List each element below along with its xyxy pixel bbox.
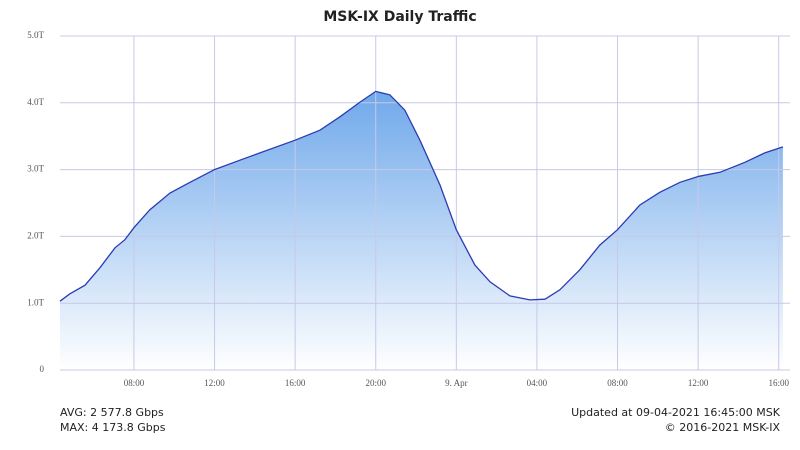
y-tick-label: 5.0T	[27, 30, 44, 40]
max-note: MAX: 4 173.8 Gbps	[60, 421, 166, 434]
avg-note: AVG: 2 577.8 Gbps	[60, 406, 164, 419]
x-tick-label: 04:00	[527, 378, 548, 388]
x-tick-label: 12:00	[688, 378, 709, 388]
copyright-note: © 2016-2021 MSK-IX	[665, 421, 781, 434]
x-tick-label: 08:00	[607, 378, 628, 388]
y-tick-label: 2.0T	[27, 230, 44, 240]
y-tick-label: 1.0T	[27, 297, 44, 307]
x-tick-label: 20:00	[365, 378, 386, 388]
x-tick-label: 16:00	[768, 378, 789, 388]
area-fill	[60, 91, 783, 371]
x-tick-label: 9. Apr	[445, 378, 468, 388]
y-tick-label: 0	[40, 364, 45, 374]
x-tick-label: 08:00	[124, 378, 145, 388]
updated-note: Updated at 09-04-2021 16:45:00 MSK	[571, 406, 781, 419]
y-tick-label: 4.0T	[27, 97, 44, 107]
x-tick-label: 16:00	[285, 378, 306, 388]
y-tick-label: 3.0T	[27, 164, 44, 174]
chart-title: MSK-IX Daily Traffic	[323, 9, 476, 25]
traffic-line	[59, 90, 784, 302]
x-tick-label: 12:00	[204, 378, 225, 388]
